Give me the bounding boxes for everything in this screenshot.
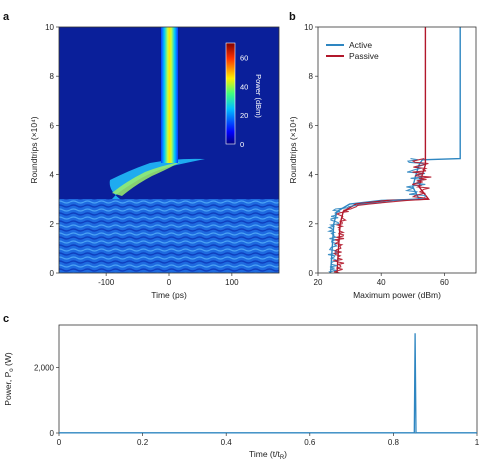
colorbar-tick-label: 60 — [240, 53, 248, 62]
x-tick-label: 0.6 — [304, 438, 316, 447]
x-tick-label: 40 — [377, 278, 386, 287]
y-tick-label: 6 — [50, 121, 55, 130]
panel-c-axes: 0 0.2 0.4 0.6 0.8 1 0 2,000 — [34, 364, 480, 447]
y-tick-label: 10 — [304, 23, 313, 32]
panel-c-xlabel: Time (t/tR) — [249, 449, 287, 461]
y-tick-label: 6 — [309, 121, 314, 130]
x-tick-label: 1 — [475, 438, 480, 447]
heatmap-transition-core — [112, 162, 180, 196]
colorbar-tick-label: 40 — [240, 82, 248, 91]
legend-label-active: Active — [349, 40, 372, 50]
max-power-panel: 20 40 60 0 2 4 6 8 10 Maximum power (dBm) Roundtri… — [288, 23, 477, 300]
panel-c-series — [59, 333, 477, 434]
panel-b-noise — [327, 158, 432, 274]
panel-a-axes: -100 0 100 0 2 4 6 8 10 Time (ps) Roundtrips (×10⁴… — [29, 23, 239, 300]
heatmap-transition-region — [59, 158, 205, 199]
x-axis-label: Maximum power (dBm) — [353, 290, 441, 300]
y-tick-label: 4 — [50, 171, 55, 180]
legend: Active Passive — [326, 40, 379, 61]
colorbar-ticks: 0 20 40 60 — [240, 53, 248, 149]
x-tick-label: 20 — [314, 278, 323, 287]
panel-b-frame — [317, 26, 477, 274]
heatmap-panel: -100 0 100 0 2 4 6 8 10 Time (ps) Roundtrips (×10⁴… — [29, 23, 280, 300]
y-tick-label: 8 — [50, 72, 55, 81]
legend-label-passive: Passive — [349, 51, 379, 61]
colorbar-gradient — [225, 42, 236, 145]
x-tick-label: 60 — [440, 278, 449, 287]
panel-b-axes: 20 40 60 0 2 4 6 8 10 Maximum power (dBm) Roundtri… — [288, 23, 449, 300]
y-tick-label: 0 — [50, 429, 55, 438]
heatmap-soliton-trace — [161, 27, 178, 163]
x-tick-label: 0 — [57, 438, 62, 447]
x-tick-label: 0 — [167, 278, 172, 287]
y-tick-label: 4 — [309, 171, 314, 180]
series-line-power — [59, 333, 477, 434]
series-noise-active — [327, 158, 426, 274]
colorbar: 0 20 40 60 Power (dBm) — [225, 42, 263, 149]
x-tick-label: 0.4 — [221, 438, 233, 447]
panel-label-a: a — [3, 11, 10, 23]
panel-label-c: c — [3, 313, 9, 325]
time-power-panel: 0 0.2 0.4 0.6 0.8 1 0 2,000 Time (t/tR) Power, … — [3, 324, 480, 461]
panel-b-background — [318, 27, 476, 273]
x-tick-label: 100 — [225, 278, 239, 287]
colorbar-tick-label: 20 — [240, 111, 248, 120]
y-axis-label: Roundtrips (×10⁴) — [288, 116, 298, 183]
colorbar-tick-label: 0 — [240, 140, 244, 149]
y-tick-label: 8 — [309, 72, 314, 81]
series-noise-passive — [332, 158, 432, 274]
x-tick-label: 0.8 — [388, 438, 400, 447]
y-tick-label: 2 — [309, 220, 314, 229]
y-tick-label: 2,000 — [34, 364, 55, 373]
colorbar-label: Power (dBm) — [254, 74, 263, 118]
y-tick-label: 0 — [50, 269, 55, 278]
x-tick-label: -100 — [98, 278, 115, 287]
panel-c-ylabel: Power, Po (W) — [3, 352, 15, 406]
panel-label-b: b — [289, 11, 296, 23]
x-axis-label: Time (ps) — [151, 290, 187, 300]
y-tick-label: 2 — [50, 220, 55, 229]
y-tick-label: 0 — [309, 269, 314, 278]
x-tick-label: 0.2 — [137, 438, 149, 447]
heatmap-noise-region — [59, 199, 279, 273]
heatmap-image — [59, 27, 279, 273]
y-axis-label: Roundtrips (×10⁴) — [29, 116, 39, 183]
y-tick-label: 10 — [45, 23, 54, 32]
